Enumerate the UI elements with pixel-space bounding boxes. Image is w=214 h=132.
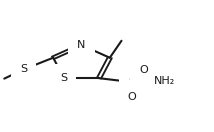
Text: S: S xyxy=(20,65,27,74)
Text: NH₂: NH₂ xyxy=(154,76,175,86)
Text: S: S xyxy=(60,73,68,83)
Text: S: S xyxy=(128,77,135,87)
Text: O: O xyxy=(139,65,148,75)
Text: N: N xyxy=(77,40,86,50)
Text: O: O xyxy=(128,92,136,102)
